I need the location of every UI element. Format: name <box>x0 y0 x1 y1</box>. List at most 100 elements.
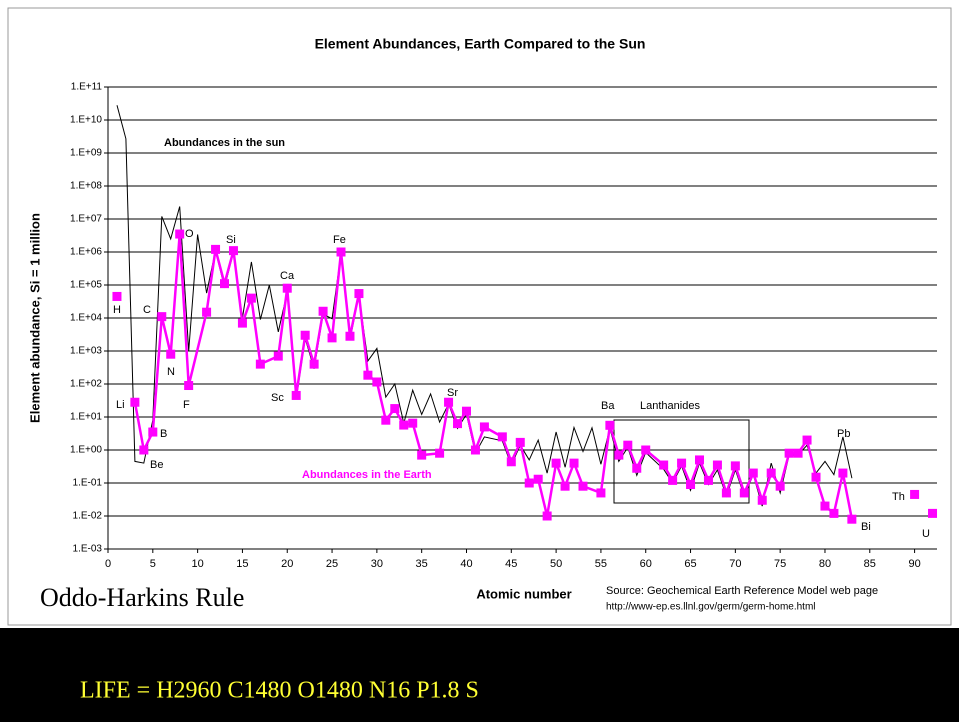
marker <box>757 495 767 505</box>
marker <box>578 481 588 491</box>
marker <box>318 306 328 316</box>
x-tick-label: 35 <box>416 558 428 570</box>
element-label: F <box>183 399 190 411</box>
y-tick-label: 1.E+07 <box>70 214 102 225</box>
marker <box>202 307 212 317</box>
marker <box>910 489 920 499</box>
element-label: Fe <box>333 234 346 246</box>
y-tick-label: 1.E-01 <box>73 478 103 489</box>
marker <box>551 458 561 468</box>
marker <box>497 432 507 442</box>
x-tick-label: 60 <box>640 558 652 570</box>
marker <box>721 488 731 498</box>
x-axis-title: Atomic number <box>476 586 571 601</box>
x-tick-label: 20 <box>281 558 293 570</box>
marker <box>435 448 445 458</box>
marker <box>847 514 857 524</box>
x-tick-label: 80 <box>819 558 831 570</box>
marker <box>695 455 705 465</box>
marker <box>408 418 418 428</box>
marker <box>596 488 606 498</box>
marker <box>793 448 803 458</box>
y-tick-label: 1.E+10 <box>70 115 102 126</box>
element-label: Be <box>150 459 163 471</box>
element-label: U <box>922 528 930 540</box>
element-label: Sr <box>447 387 458 399</box>
element-label: Bi <box>861 521 871 533</box>
marker <box>184 381 194 391</box>
marker <box>641 445 651 455</box>
x-tick-label: 40 <box>460 558 472 570</box>
marker <box>228 246 238 256</box>
marker <box>363 370 373 380</box>
marker <box>166 349 176 359</box>
marker <box>811 472 821 482</box>
marker <box>461 406 471 416</box>
marker <box>829 508 839 518</box>
marker <box>928 508 938 518</box>
marker <box>300 330 310 340</box>
marker <box>390 404 400 414</box>
element-label: Ca <box>280 270 295 282</box>
x-tick-label: 5 <box>150 558 156 570</box>
y-tick-label: 1.E-02 <box>73 511 103 522</box>
element-label: N <box>167 366 175 378</box>
marker <box>605 420 615 430</box>
legend-label: Abundances in the Earth <box>302 469 432 481</box>
legend-label: Abundances in the sun <box>164 137 285 149</box>
marker <box>327 333 337 343</box>
marker <box>282 283 292 293</box>
x-tick-label: 45 <box>505 558 517 570</box>
element-label: Lanthanides <box>640 400 700 412</box>
element-label: Th <box>892 491 905 503</box>
x-tick-label: 50 <box>550 558 562 570</box>
marker <box>336 247 346 257</box>
marker <box>381 415 391 425</box>
element-label: Li <box>116 399 125 411</box>
y-tick-label: 1.E+01 <box>70 412 102 423</box>
marker <box>211 244 221 254</box>
marker <box>748 468 758 478</box>
chart-title: Element Abundances, Earth Compared to th… <box>315 36 646 52</box>
element-label: B <box>160 428 167 440</box>
y-tick-label: 1.E+11 <box>71 82 103 93</box>
y-tick-label: 1.E+04 <box>70 313 102 324</box>
footer-formula: LIFE = H2960 C1480 O1480 N16 P1.8 S <box>80 678 479 704</box>
marker <box>372 377 382 387</box>
x-tick-label: 55 <box>595 558 607 570</box>
marker <box>614 450 624 460</box>
marker <box>838 468 848 478</box>
marker <box>569 458 579 468</box>
x-tick-label: 65 <box>684 558 696 570</box>
x-tick-label: 0 <box>105 558 111 570</box>
marker <box>730 461 740 471</box>
caption: Oddo-Harkins Rule <box>40 583 244 612</box>
x-tick-label: 70 <box>729 558 741 570</box>
element-label: C <box>143 304 151 316</box>
marker <box>112 291 122 301</box>
marker <box>444 397 454 407</box>
element-label: O <box>185 228 194 240</box>
x-tick-label: 85 <box>864 558 876 570</box>
chart-frame <box>7 7 952 626</box>
x-tick-label: 25 <box>326 558 338 570</box>
marker <box>139 445 149 455</box>
y-tick-label: 1.E+03 <box>70 346 102 357</box>
element-label: Ba <box>601 400 615 412</box>
marker <box>479 422 489 432</box>
marker <box>506 457 516 467</box>
marker <box>291 390 301 400</box>
marker <box>542 511 552 521</box>
marker <box>775 481 785 491</box>
x-tick-label: 75 <box>774 558 786 570</box>
marker <box>659 460 669 470</box>
marker <box>220 279 230 289</box>
marker <box>739 488 749 498</box>
marker <box>677 458 687 468</box>
marker <box>130 397 140 407</box>
x-tick-label: 30 <box>371 558 383 570</box>
marker <box>524 478 534 488</box>
marker <box>784 448 794 458</box>
